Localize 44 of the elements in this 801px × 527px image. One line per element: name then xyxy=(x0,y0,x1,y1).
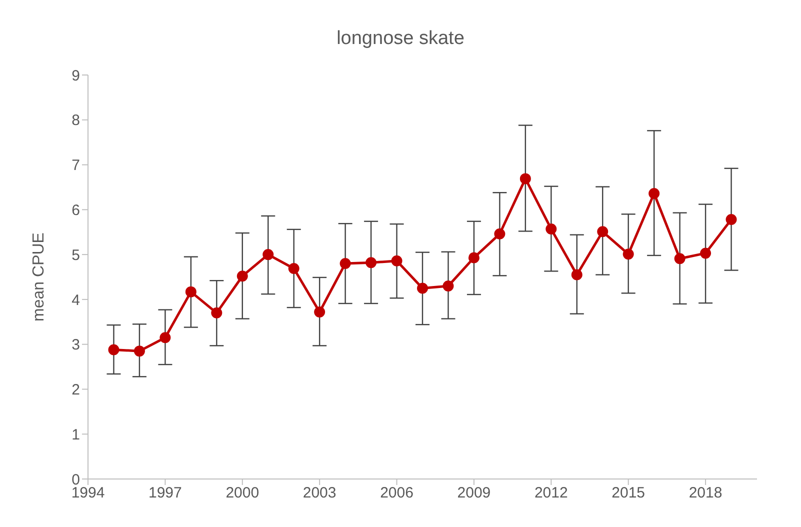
x-tick-label: 2006 xyxy=(380,484,414,502)
point xyxy=(571,269,582,280)
point xyxy=(442,280,454,292)
point xyxy=(314,306,326,318)
y-tick-label: 3 xyxy=(72,336,80,354)
y-tick-label: 4 xyxy=(72,292,80,309)
point xyxy=(340,258,351,270)
x-tick-label: 2015 xyxy=(612,484,646,502)
point xyxy=(366,257,377,268)
x-tick-label: 2009 xyxy=(457,484,491,502)
point xyxy=(494,228,506,240)
x-tick-label: 2003 xyxy=(302,484,336,502)
point xyxy=(262,249,274,260)
point xyxy=(520,173,531,184)
y-tick-label: 6 xyxy=(72,202,80,219)
point xyxy=(546,223,557,234)
point xyxy=(597,226,608,238)
point xyxy=(288,262,300,274)
y-tick-label: 1 xyxy=(72,426,80,444)
x-tick-label: 1997 xyxy=(148,484,182,502)
y-tick-label: 2 xyxy=(72,382,80,399)
point xyxy=(726,214,737,226)
point xyxy=(185,286,196,298)
point xyxy=(622,248,634,260)
point xyxy=(108,344,120,356)
y-tick-label: 5 xyxy=(72,246,80,264)
point xyxy=(134,346,145,357)
x-tick-label: 2000 xyxy=(226,484,260,502)
point xyxy=(417,282,428,294)
y-axis-title: mean CPUE xyxy=(30,232,48,322)
point xyxy=(236,270,248,282)
point xyxy=(160,332,171,344)
y-tick-label: 9 xyxy=(72,67,80,84)
point xyxy=(468,252,480,264)
point xyxy=(648,188,660,200)
chart-title: longnose skate xyxy=(336,28,466,50)
y-tick-label: 7 xyxy=(72,157,80,174)
point xyxy=(674,253,686,264)
x-tick-label: 2018 xyxy=(688,484,722,502)
x-tick-label: 2012 xyxy=(534,484,568,502)
point xyxy=(211,307,222,318)
y-tick-label: 8 xyxy=(72,112,80,130)
point xyxy=(700,248,712,259)
point xyxy=(391,255,402,266)
